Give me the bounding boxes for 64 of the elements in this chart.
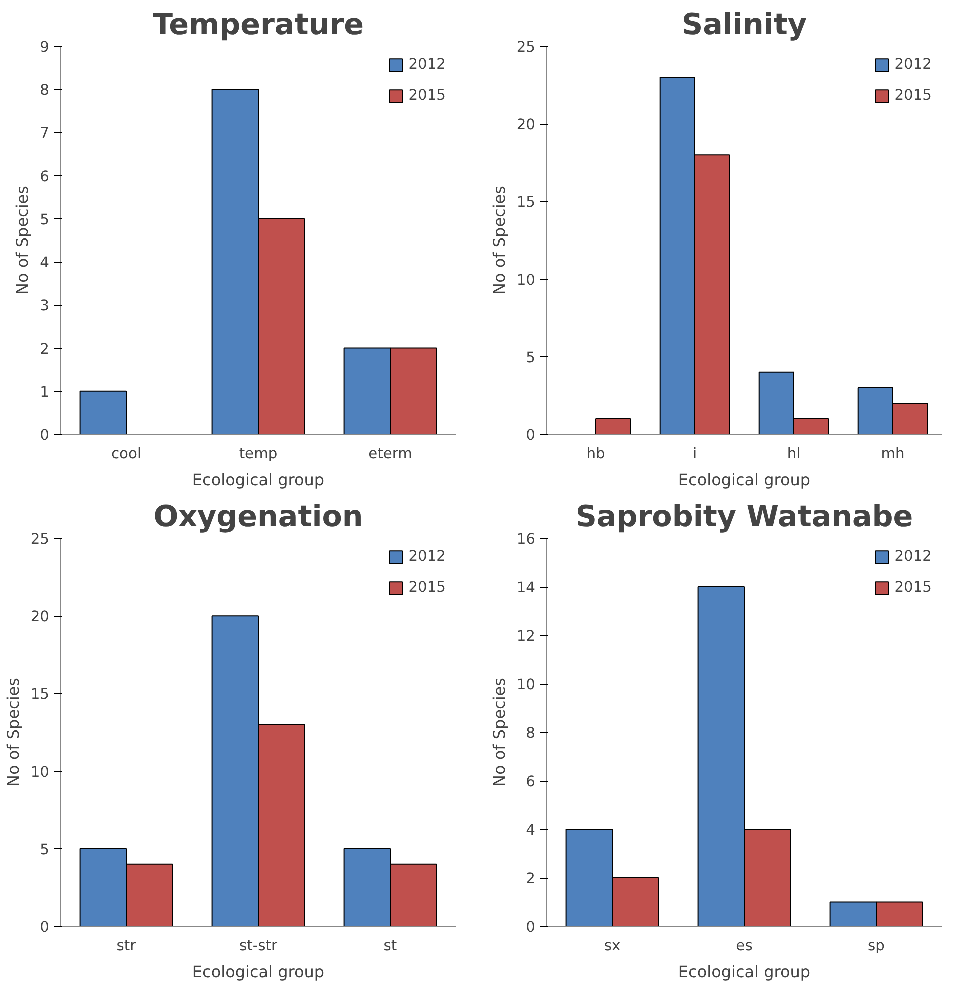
x-tick-label: mh	[881, 446, 905, 462]
y-tick-label: 4	[526, 822, 536, 839]
y-tick-label: 20	[516, 116, 536, 134]
y-tick-label: 9	[40, 39, 50, 56]
x-tick-label: str	[116, 938, 138, 954]
y-tick-label: 2	[40, 340, 50, 358]
x-tick-label: eterm	[368, 446, 412, 462]
x-tick-label: es	[736, 938, 753, 954]
y-tick-label: 4	[40, 254, 50, 272]
chart-title: Oxygenation	[154, 500, 364, 534]
y-tick-label: 10	[30, 764, 50, 781]
chart-title: Saprobity Watanabe	[576, 500, 914, 534]
x-tick-label: cool	[111, 446, 142, 462]
y-tick-label: 3	[40, 298, 50, 315]
y-tick-label: 0	[40, 919, 50, 936]
y-tick-label: 16	[516, 531, 536, 548]
y-tick-label: 15	[30, 686, 50, 704]
y-tick-label: 6	[40, 168, 50, 186]
y-tick-label: 12	[516, 628, 536, 645]
y-tick-label: 0	[526, 427, 536, 444]
x-tick-label: hb	[586, 446, 606, 462]
y-tick-label: 14	[516, 580, 536, 596]
chart-title: Temperature	[153, 8, 364, 42]
y-axis-title: No of Species	[13, 186, 32, 295]
x-tick-label: st	[384, 938, 398, 954]
x-tick-label: hl	[787, 446, 801, 462]
x-axis-title: Ecological group	[192, 962, 325, 982]
y-tick-label: 0	[526, 919, 536, 936]
x-axis-title: Ecological group	[192, 470, 325, 490]
y-tick-label: 10	[516, 272, 536, 289]
chart-title: Salinity	[682, 8, 808, 42]
y-tick-label: 5	[40, 841, 50, 858]
y-axis-title: No of Species	[490, 186, 509, 295]
y-tick-label: 7	[40, 125, 50, 142]
x-tick-label: st-str	[239, 938, 279, 954]
y-tick-label: 25	[30, 531, 50, 548]
legend-label: 2012	[894, 548, 932, 565]
y-tick-label: 8	[526, 725, 536, 742]
legend-label: 2015	[894, 87, 932, 104]
x-tick-label: temp	[239, 446, 278, 462]
y-tick-label: 5	[526, 349, 536, 366]
legend-label: 2012	[408, 56, 446, 73]
x-axis-title: Ecological group	[678, 962, 811, 982]
y-tick-label: 8	[40, 82, 50, 100]
y-axis-title: No of Species	[490, 678, 509, 787]
legend-label: 2015	[894, 579, 932, 596]
x-tick-label: sx	[604, 938, 621, 954]
legend-label: 2015	[408, 579, 446, 596]
y-tick-label: 2	[526, 870, 536, 888]
y-axis-title: No of Species	[4, 678, 23, 787]
y-tick-label: 20	[30, 608, 50, 626]
x-axis-title: Ecological group	[678, 470, 811, 490]
y-tick-label: 0	[40, 427, 50, 444]
legend-label: 2015	[408, 87, 446, 104]
y-tick-label: 1	[40, 384, 50, 401]
legend-label: 2012	[408, 548, 446, 565]
y-tick-label: 6	[526, 774, 536, 790]
y-tick-label: 25	[516, 39, 536, 56]
y-tick-label: 5	[40, 211, 50, 228]
y-tick-label: 15	[516, 194, 536, 212]
y-tick-label: 10	[516, 676, 536, 694]
legend-label: 2012	[894, 56, 932, 73]
x-tick-label: i	[692, 446, 698, 462]
x-tick-label: sp	[868, 938, 885, 954]
